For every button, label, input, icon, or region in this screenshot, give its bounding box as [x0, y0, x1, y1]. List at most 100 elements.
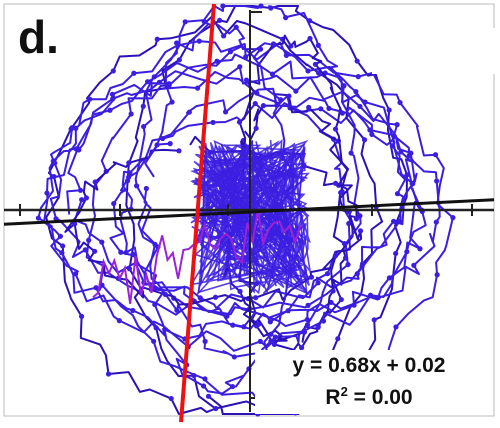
trajectory-point: [357, 228, 364, 234]
trajectory-point: [227, 49, 234, 55]
trajectory-point: [305, 68, 311, 74]
trajectory-point: [174, 307, 180, 313]
trajectory-point: [315, 324, 321, 330]
trajectory-point: [332, 126, 339, 132]
trajectory-point: [332, 253, 338, 259]
trajectory-point: [195, 85, 201, 91]
trajectory-point: [78, 313, 85, 319]
trajectory-point: [433, 219, 439, 225]
trajectory-point: [141, 123, 147, 130]
trajectory-point: [144, 79, 151, 85]
trajectory-point: [293, 88, 299, 94]
trajectory-point: [202, 376, 208, 382]
regression-equation: y = 0.68x + 0.02: [292, 354, 446, 377]
trajectory-point: [288, 43, 294, 49]
trajectory-point: [77, 187, 84, 193]
trajectory-point: [252, 100, 258, 107]
trajectory-point: [354, 58, 360, 64]
trajectory-point: [355, 73, 361, 80]
panel-label: d.: [18, 11, 59, 63]
trajectory-point: [202, 338, 208, 344]
trajectory-point: [79, 197, 85, 203]
trajectory-point: [92, 179, 98, 185]
trajectory-loop: [134, 5, 362, 358]
trajectory-point: [35, 215, 41, 221]
trajectory-point: [257, 338, 263, 345]
trajectory-point: [389, 143, 395, 149]
trajectory-point: [267, 319, 273, 325]
trajectory-point: [87, 96, 93, 102]
trajectory-point: [386, 275, 393, 281]
trajectory-point: [307, 35, 313, 42]
trajectory-point: [111, 200, 117, 207]
trajectory-point: [371, 317, 377, 323]
trajectory-point: [105, 371, 112, 377]
trajectory-point: [299, 345, 305, 351]
trajectory-point: [110, 96, 116, 102]
trajectory-point: [126, 174, 132, 180]
trajectory-point: [210, 119, 216, 126]
trajectory-point: [271, 341, 278, 347]
r-squared-value: = 0.00: [347, 386, 413, 409]
trajectory-point: [200, 383, 207, 389]
trajectory-point: [107, 107, 113, 113]
trajectory-point: [167, 141, 173, 147]
trajectory-point: [397, 218, 403, 224]
trajectory-point: [237, 288, 243, 294]
trajectory-loop: [37, 70, 352, 340]
trajectory-point: [253, 323, 260, 329]
trajectory-point: [362, 99, 368, 105]
trajectory-point: [332, 180, 339, 186]
trajectory-point: [220, 3, 226, 9]
trajectory-point: [213, 405, 219, 412]
trajectory-point: [408, 150, 414, 156]
trajectory-point: [86, 237, 92, 243]
trajectory-point: [196, 38, 202, 44]
trajectory-point: [357, 103, 363, 110]
r-squared-text: R2 = 0.00: [255, 384, 483, 410]
trajectory-point: [338, 296, 344, 303]
trajectory-point: [127, 170, 133, 176]
trajectory-point: [268, 331, 274, 337]
trajectory-point: [367, 292, 374, 298]
trajectory-point: [357, 213, 363, 219]
trajectory-point: [308, 274, 315, 280]
trajectory-point: [205, 393, 212, 399]
trajectory-point: [99, 239, 105, 245]
trajectory-point: [394, 191, 401, 197]
trajectory-point: [83, 195, 90, 201]
trajectory-loop: [119, 87, 423, 328]
trajectory-point: [236, 119, 243, 125]
trajectory-point: [134, 183, 140, 189]
trajectory-point: [93, 285, 99, 291]
trajectory-point: [60, 243, 66, 249]
trajectory-point: [197, 295, 203, 301]
trajectory-point: [312, 61, 319, 67]
trajectory-point: [154, 36, 160, 42]
trajectory-loop: [43, 65, 427, 352]
trajectory-point: [361, 137, 368, 143]
trajectory-point: [306, 104, 312, 111]
legend-cover: [372, 28, 500, 74]
trajectory-point: [169, 99, 175, 105]
trajectory-dense: [191, 140, 312, 296]
trajectory-point: [417, 246, 423, 252]
trajectory-point: [341, 241, 348, 247]
trajectory-point: [72, 221, 78, 227]
trajectory-point: [110, 68, 116, 74]
trajectory-loop: [45, 15, 384, 415]
trajectory-point: [391, 218, 397, 224]
trajectory-point: [369, 131, 375, 137]
trajectory-point: [330, 288, 336, 294]
trajectory-point: [253, 295, 259, 301]
trajectory-point: [260, 103, 267, 109]
trajectory-point: [109, 91, 116, 97]
trajectory-point: [283, 52, 289, 58]
regression-annotation: y = 0.68x + 0.02 R2 = 0.00: [255, 350, 483, 414]
trajectory-point: [237, 64, 243, 70]
trajectory-point: [404, 249, 410, 255]
trajectory-point: [130, 251, 136, 257]
trajectory-point: [52, 160, 58, 166]
